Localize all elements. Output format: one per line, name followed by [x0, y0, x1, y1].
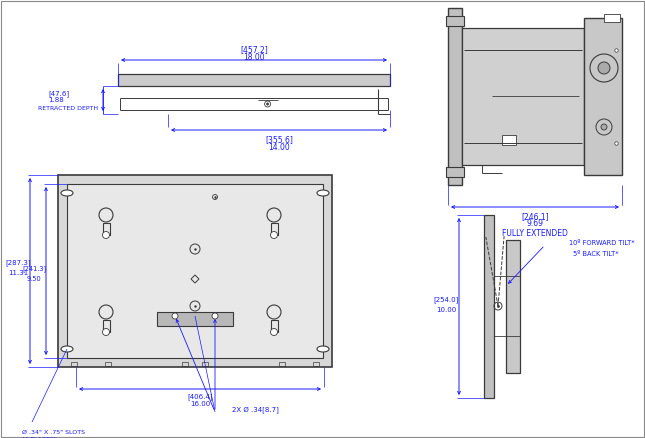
Bar [313, 362, 319, 366]
Text: 2X Ø .34[8.7]: 2X Ø .34[8.7] [232, 406, 279, 413]
Text: RETRACTED DEPTH: RETRACTED DEPTH [38, 106, 98, 110]
Bar [448, 8, 462, 185]
Bar [462, 28, 584, 165]
Circle shape [172, 313, 178, 319]
Text: 1.88: 1.88 [48, 97, 64, 103]
Text: 9.50: 9.50 [26, 276, 41, 282]
Bar [506, 240, 520, 373]
Circle shape [103, 328, 110, 336]
Text: FULLY EXTENDED: FULLY EXTENDED [502, 229, 568, 237]
Bar [67, 184, 323, 358]
Circle shape [212, 313, 218, 319]
Text: 10º FORWARD TILT*: 10º FORWARD TILT* [569, 240, 635, 246]
Circle shape [598, 62, 610, 74]
Text: [241.3]: [241.3] [22, 265, 46, 272]
Text: [355.6]: [355.6] [265, 135, 293, 145]
Bar [157, 312, 233, 326]
Text: [47.6]: [47.6] [48, 91, 69, 97]
Circle shape [270, 328, 277, 336]
Ellipse shape [61, 346, 73, 352]
Bar [584, 18, 622, 175]
Bar [279, 362, 285, 366]
Bar [105, 362, 111, 366]
Text: [246.1]: [246.1] [521, 212, 549, 222]
Text: [254.0]: [254.0] [433, 297, 459, 304]
Text: [457.2]: [457.2] [240, 46, 268, 54]
Bar [502, 135, 516, 145]
Ellipse shape [317, 346, 329, 352]
Text: 16.00: 16.00 [190, 401, 210, 407]
Bar [182, 362, 188, 366]
Bar [446, 167, 464, 177]
Bar [270, 320, 277, 332]
Text: 10.00: 10.00 [436, 307, 456, 313]
Circle shape [103, 232, 110, 239]
Text: [287.3]: [287.3] [5, 260, 31, 266]
Text: Ø .34" X .75" SLOTS: Ø .34" X .75" SLOTS [22, 430, 85, 434]
Ellipse shape [61, 190, 73, 196]
Bar [270, 223, 277, 235]
Bar [58, 175, 332, 367]
Bar [71, 362, 77, 366]
Text: 14.00: 14.00 [268, 142, 290, 152]
Text: 11.31: 11.31 [8, 270, 28, 276]
Text: 9.69: 9.69 [526, 219, 544, 229]
Text: [406.4]: [406.4] [187, 394, 213, 400]
Circle shape [601, 124, 607, 130]
Bar [484, 215, 494, 398]
Bar [103, 223, 110, 235]
Bar [202, 362, 208, 366]
Text: 5º BACK TILT*: 5º BACK TILT* [573, 251, 619, 257]
Bar [604, 14, 620, 22]
Bar [118, 74, 390, 86]
Bar [446, 16, 464, 26]
Ellipse shape [317, 190, 329, 196]
Circle shape [266, 103, 269, 105]
Text: 18.00: 18.00 [243, 53, 265, 61]
Circle shape [270, 232, 277, 239]
Bar [103, 320, 110, 332]
